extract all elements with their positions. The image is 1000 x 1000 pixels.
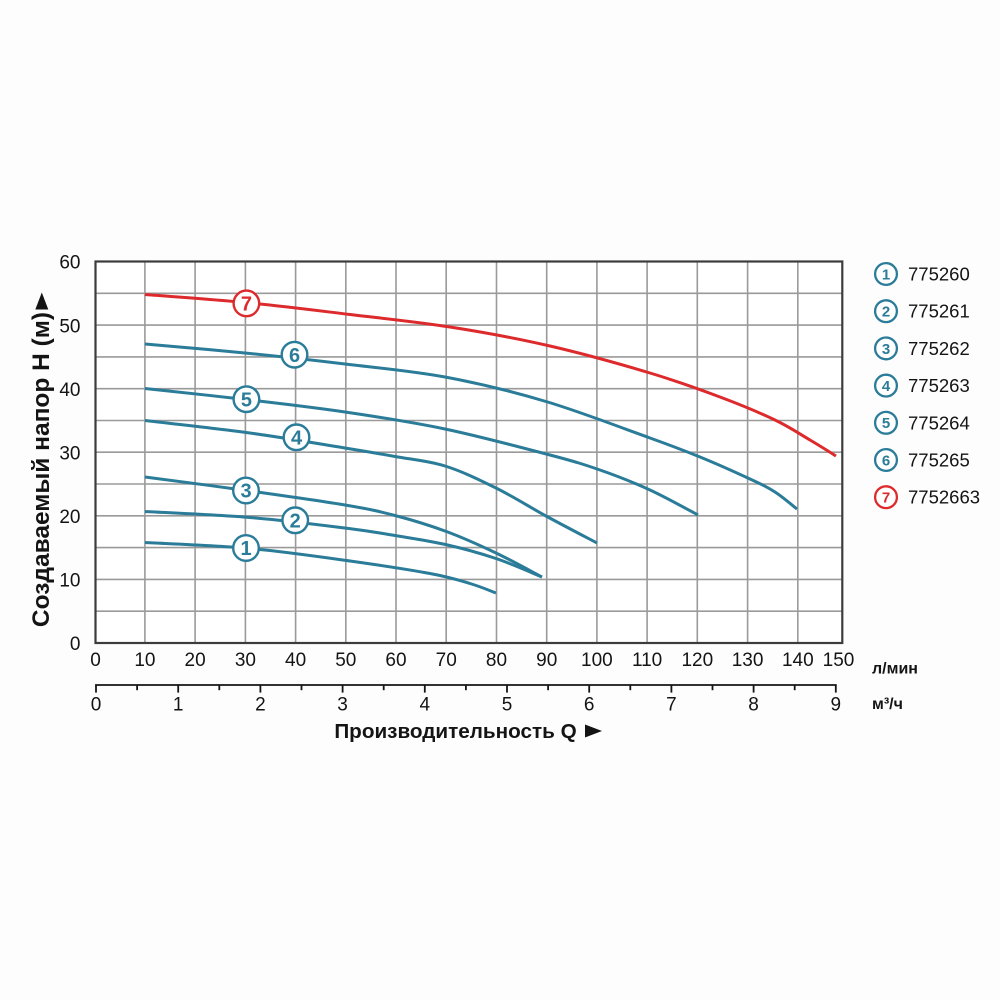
svg-text:775262: 775262 bbox=[908, 338, 970, 359]
svg-text:30: 30 bbox=[235, 650, 256, 671]
svg-text:6: 6 bbox=[882, 452, 890, 469]
svg-text:60: 60 bbox=[385, 650, 406, 671]
svg-text:3: 3 bbox=[882, 341, 890, 358]
svg-text:40: 40 bbox=[285, 650, 306, 671]
svg-text:5: 5 bbox=[882, 415, 890, 432]
svg-text:80: 80 bbox=[486, 650, 507, 671]
svg-text:775263: 775263 bbox=[908, 375, 970, 396]
svg-text:10: 10 bbox=[59, 571, 80, 592]
svg-text:8: 8 bbox=[748, 695, 759, 716]
svg-text:140: 140 bbox=[782, 650, 814, 671]
svg-text:2: 2 bbox=[290, 510, 301, 532]
svg-text:7: 7 bbox=[666, 695, 677, 716]
svg-text:2: 2 bbox=[255, 695, 266, 716]
svg-text:9: 9 bbox=[831, 695, 842, 716]
svg-text:0: 0 bbox=[91, 695, 102, 716]
svg-text:2: 2 bbox=[882, 304, 890, 321]
svg-text:120: 120 bbox=[681, 650, 713, 671]
svg-text:20: 20 bbox=[185, 650, 206, 671]
svg-text:л/мин: л/мин bbox=[872, 661, 918, 678]
svg-text:4: 4 bbox=[882, 378, 891, 395]
svg-text:1: 1 bbox=[882, 266, 890, 283]
svg-text:м³/ч: м³/ч bbox=[872, 696, 903, 713]
svg-text:Создаваемый напор H (м): Создаваемый напор H (м) bbox=[28, 312, 55, 627]
svg-text:90: 90 bbox=[536, 650, 557, 671]
svg-text:775261: 775261 bbox=[908, 301, 970, 322]
svg-text:60: 60 bbox=[59, 253, 80, 274]
svg-text:7752663: 7752663 bbox=[908, 487, 980, 508]
svg-text:5: 5 bbox=[241, 389, 252, 411]
svg-text:3: 3 bbox=[240, 481, 251, 503]
svg-text:10: 10 bbox=[134, 650, 155, 671]
svg-text:775264: 775264 bbox=[908, 412, 970, 433]
svg-text:130: 130 bbox=[732, 650, 764, 671]
svg-text:70: 70 bbox=[436, 650, 457, 671]
svg-text:3: 3 bbox=[337, 695, 348, 716]
svg-text:4: 4 bbox=[420, 695, 431, 716]
svg-text:Производительность Q: Производительность Q bbox=[334, 720, 576, 743]
svg-text:7: 7 bbox=[241, 294, 252, 316]
svg-text:5: 5 bbox=[502, 695, 513, 716]
svg-text:110: 110 bbox=[632, 650, 662, 671]
svg-text:100: 100 bbox=[581, 650, 613, 671]
svg-text:1: 1 bbox=[173, 695, 184, 716]
svg-text:4: 4 bbox=[291, 427, 303, 449]
svg-text:50: 50 bbox=[59, 316, 80, 337]
svg-text:1: 1 bbox=[240, 538, 251, 560]
svg-text:6: 6 bbox=[289, 345, 300, 367]
svg-text:775260: 775260 bbox=[908, 264, 970, 285]
svg-text:40: 40 bbox=[59, 380, 80, 401]
svg-text:20: 20 bbox=[59, 507, 80, 528]
svg-text:50: 50 bbox=[335, 650, 356, 671]
svg-text:0: 0 bbox=[70, 634, 81, 655]
svg-text:7: 7 bbox=[882, 490, 890, 507]
svg-text:0: 0 bbox=[90, 650, 101, 671]
svg-text:775265: 775265 bbox=[908, 450, 970, 471]
svg-text:150: 150 bbox=[823, 650, 855, 671]
svg-text:6: 6 bbox=[584, 695, 595, 716]
svg-text:30: 30 bbox=[59, 443, 80, 464]
